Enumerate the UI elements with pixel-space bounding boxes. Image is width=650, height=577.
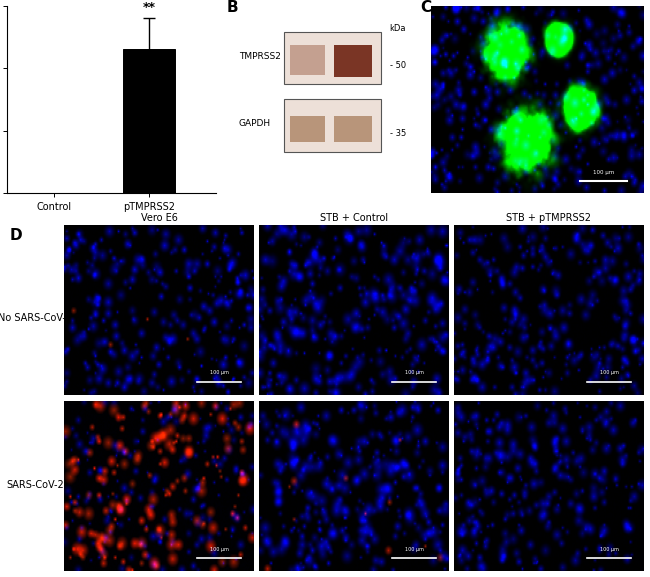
Text: GAPDH: GAPDH	[239, 119, 271, 128]
Text: SARS-CoV-2: SARS-CoV-2	[6, 479, 64, 490]
Text: 100 μm: 100 μm	[600, 370, 619, 375]
Title: Vero E6: Vero E6	[140, 213, 177, 223]
Bar	[333, 116, 372, 143]
Text: B: B	[227, 0, 239, 15]
Bar	[285, 99, 381, 152]
Text: 100 μm: 100 μm	[405, 370, 424, 375]
Text: D: D	[9, 228, 22, 243]
Text: 100 μm: 100 μm	[210, 546, 229, 552]
Text: - 50: - 50	[389, 61, 406, 70]
Bar	[290, 116, 325, 143]
Title: STB + pTMPRSS2: STB + pTMPRSS2	[506, 213, 592, 223]
Bar	[123, 50, 175, 193]
Text: TMPRSS2: TMPRSS2	[239, 52, 281, 61]
Text: 100 μm: 100 μm	[405, 546, 424, 552]
Text: kDa: kDa	[389, 24, 406, 33]
Text: C: C	[420, 0, 431, 15]
Text: No SARS-CoV-2: No SARS-CoV-2	[0, 313, 73, 324]
Bar	[290, 45, 325, 75]
Text: 100 μm: 100 μm	[600, 546, 619, 552]
Text: **: **	[142, 1, 155, 14]
Text: 100 μm: 100 μm	[210, 370, 229, 375]
Title: STB + Control: STB + Control	[320, 213, 388, 223]
Bar	[333, 45, 372, 77]
Text: 100 μm: 100 μm	[593, 170, 614, 175]
Bar	[285, 32, 381, 84]
Text: - 35: - 35	[389, 129, 406, 137]
